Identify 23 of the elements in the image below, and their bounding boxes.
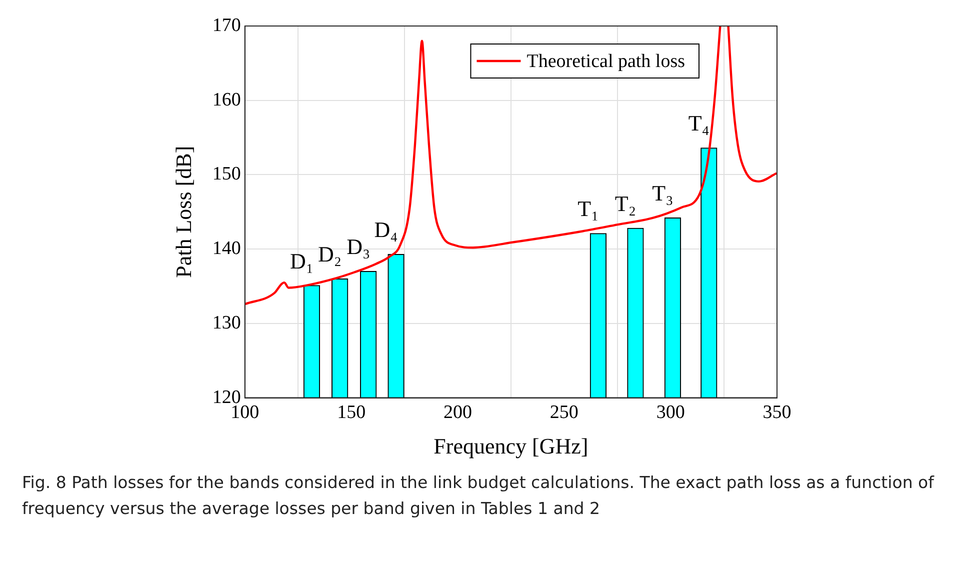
y-tick-label: 150 xyxy=(212,164,241,185)
y-axis-title: Path Loss [dB] xyxy=(170,146,196,278)
annotation: T₄ xyxy=(688,110,710,136)
annotation: T₂ xyxy=(614,191,636,216)
x-tick-label: 300 xyxy=(656,402,685,424)
annotation: D₄ xyxy=(374,217,398,242)
x-tick-label: 100 xyxy=(230,402,260,424)
y-tick-label: 170 xyxy=(212,14,241,36)
y-tick-label: 160 xyxy=(212,89,241,110)
x-tick-label: 150 xyxy=(337,402,366,424)
annotation: T₃ xyxy=(652,180,674,206)
x-tick-label: 350 xyxy=(762,402,792,424)
x-tick-label: 200 xyxy=(443,402,472,424)
x-axis-title: Frequency [GHz] xyxy=(434,434,588,459)
annotation: D₁ xyxy=(290,248,314,274)
legend-label: Theoretical path loss xyxy=(526,50,685,72)
annotation: T₁ xyxy=(578,196,599,222)
annotation: D₃ xyxy=(346,234,370,260)
x-tick-label: 250 xyxy=(550,402,578,424)
y-tick-label: 130 xyxy=(212,312,241,334)
annotation: D₂ xyxy=(318,242,342,267)
caption: Fig. 8 Path losses for the bands considered in the link budget calculations. The exact path loss as a function of frequency versus the average losses per band given in Tables 1 and 2 xyxy=(22,472,936,520)
y-tick-label: 140 xyxy=(212,238,241,260)
